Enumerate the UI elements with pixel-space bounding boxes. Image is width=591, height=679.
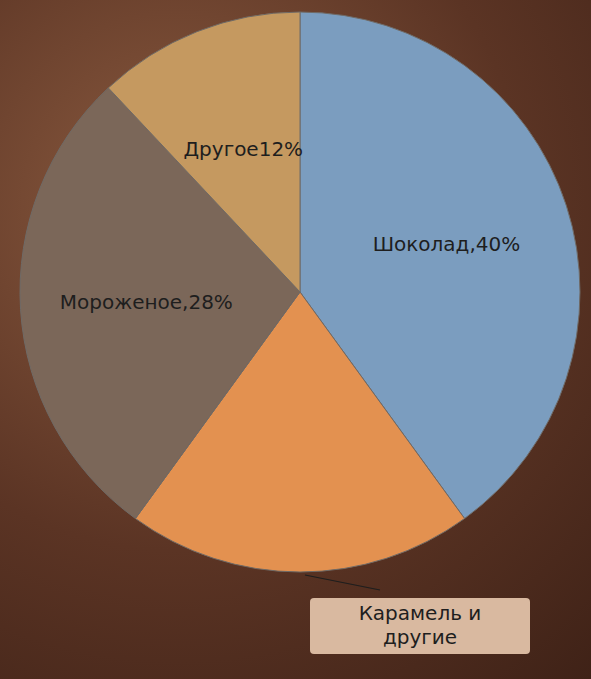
svg-text:Мороженое,28%: Мороженое,28% <box>60 290 233 314</box>
svg-text:Другое12%: Другое12% <box>183 137 303 161</box>
svg-text:Карамель идругие: Карамель идругие <box>359 601 482 649</box>
svg-text:Шоколад,40%: Шоколад,40% <box>373 232 521 256</box>
